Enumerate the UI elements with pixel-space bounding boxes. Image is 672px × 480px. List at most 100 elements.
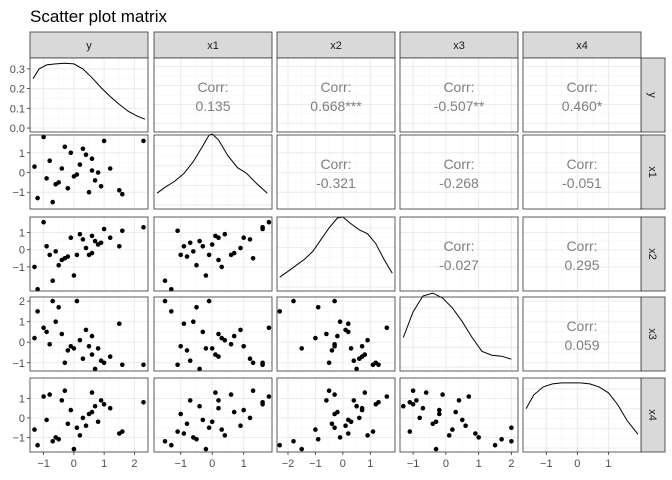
- scatter-point: [65, 348, 71, 353]
- scatter-point: [213, 352, 218, 357]
- scatter-point: [241, 407, 246, 413]
- scatter-point: [162, 298, 168, 304]
- scatter-point: [44, 417, 49, 423]
- density-curve-x1: [156, 133, 268, 194]
- scatter-point: [197, 403, 202, 409]
- scatter-point: [68, 235, 74, 240]
- scatter-point: [315, 437, 321, 442]
- corr-value-x3-x4: 0.059: [564, 337, 599, 353]
- panel-border: [153, 377, 273, 453]
- panel-x1-x2: Corr: -0.321: [276, 134, 396, 210]
- scatter-point: [420, 405, 426, 411]
- x-tick-label: 1: [476, 458, 482, 470]
- scatter-point: [460, 417, 465, 423]
- x-tick-label: −1: [174, 458, 187, 470]
- scatter-point: [446, 433, 452, 438]
- panel-x2-x3: Corr: -0.027: [399, 216, 519, 292]
- scatter-point: [247, 356, 253, 362]
- scatter-point: [332, 392, 337, 397]
- y-tick-label: 1: [19, 148, 25, 160]
- scatter-point: [141, 138, 146, 144]
- scatter-point: [365, 337, 370, 343]
- scatter-point: [417, 415, 423, 421]
- panel-x3-x4: Corr: 0.059: [522, 296, 642, 372]
- scatter-point: [62, 144, 68, 150]
- column-strip-y: [29, 31, 149, 59]
- panel-border: [276, 57, 396, 133]
- scatter-point: [450, 427, 455, 432]
- scatter-point: [410, 402, 416, 407]
- scatter-point: [228, 392, 234, 397]
- scatter-point: [362, 390, 368, 395]
- scatter-point: [407, 429, 413, 434]
- scatter-point: [194, 305, 199, 310]
- scatter-point: [499, 437, 504, 442]
- y-tick-label: 1: [19, 227, 25, 239]
- scatter-point: [238, 327, 243, 333]
- density-curve-x3: [402, 292, 512, 360]
- scatter-point: [56, 262, 61, 268]
- scatter-point: [433, 446, 439, 452]
- panel-x1-x1: [153, 133, 273, 210]
- scatter-point: [291, 439, 296, 444]
- y-tick-label: 0.1: [10, 103, 25, 115]
- scatter-point: [329, 421, 335, 427]
- scatter-point: [169, 442, 174, 448]
- scatter-point: [80, 356, 86, 362]
- scatter-point: [32, 427, 37, 432]
- panel-border: [276, 296, 396, 372]
- y-tick-label: 1: [19, 393, 25, 405]
- column-strip-label-x2: x2: [330, 40, 342, 52]
- scatter-point: [92, 366, 98, 372]
- scatter-point: [47, 252, 52, 258]
- scatter-point: [62, 360, 68, 366]
- scatter-point: [348, 346, 354, 351]
- row-strip-label-x2: x2: [646, 248, 658, 260]
- panel-border: [153, 134, 273, 210]
- scatter-point: [101, 138, 107, 144]
- scatter-point: [337, 435, 343, 440]
- scatter-point: [332, 298, 337, 304]
- scatter-point: [346, 321, 351, 327]
- panel-x4-x2: [276, 377, 396, 453]
- scatter-point: [77, 231, 83, 237]
- panel-border: [399, 134, 519, 210]
- scatter-point: [83, 327, 89, 333]
- scatter-point: [178, 252, 183, 258]
- scatter-point: [50, 298, 55, 304]
- corr-value-x2-x4: 0.295: [564, 257, 599, 273]
- scatter-point: [299, 446, 305, 452]
- scatter-point: [184, 348, 190, 353]
- scatter-point: [206, 298, 212, 304]
- scatter-point: [89, 156, 95, 161]
- panel-y-x1: Corr: 0.135: [153, 57, 273, 133]
- scatter-point: [329, 348, 335, 353]
- panel-background: [154, 217, 272, 291]
- scatter-point: [169, 287, 174, 292]
- scatter-point: [41, 394, 46, 399]
- scatter-point: [346, 431, 351, 436]
- scatter-point: [32, 264, 37, 270]
- y-tick-label: −1: [12, 358, 25, 370]
- corr-value-x1-x2: -0.321: [316, 175, 356, 191]
- scatter-point: [414, 398, 419, 403]
- panel-background: [154, 135, 272, 209]
- corr-value-x2-x3: -0.027: [439, 257, 479, 273]
- scatter-point: [107, 235, 113, 240]
- scatter-point: [351, 358, 357, 364]
- panel-x2-x4: Corr: 0.295: [522, 216, 642, 292]
- scatter-point: [92, 238, 98, 244]
- scatter-point: [80, 146, 86, 152]
- scatter-point: [35, 309, 40, 314]
- scatter-point: [83, 423, 89, 429]
- scatter-point: [117, 244, 122, 249]
- scatter-point: [83, 245, 89, 251]
- scatter-point: [250, 255, 256, 261]
- panel-background: [523, 217, 641, 291]
- scatter-point: [362, 352, 368, 357]
- x-tick-label: 0: [340, 458, 346, 470]
- scatter-point: [335, 409, 340, 415]
- scatter-point: [357, 415, 362, 421]
- scatter-point: [206, 252, 212, 258]
